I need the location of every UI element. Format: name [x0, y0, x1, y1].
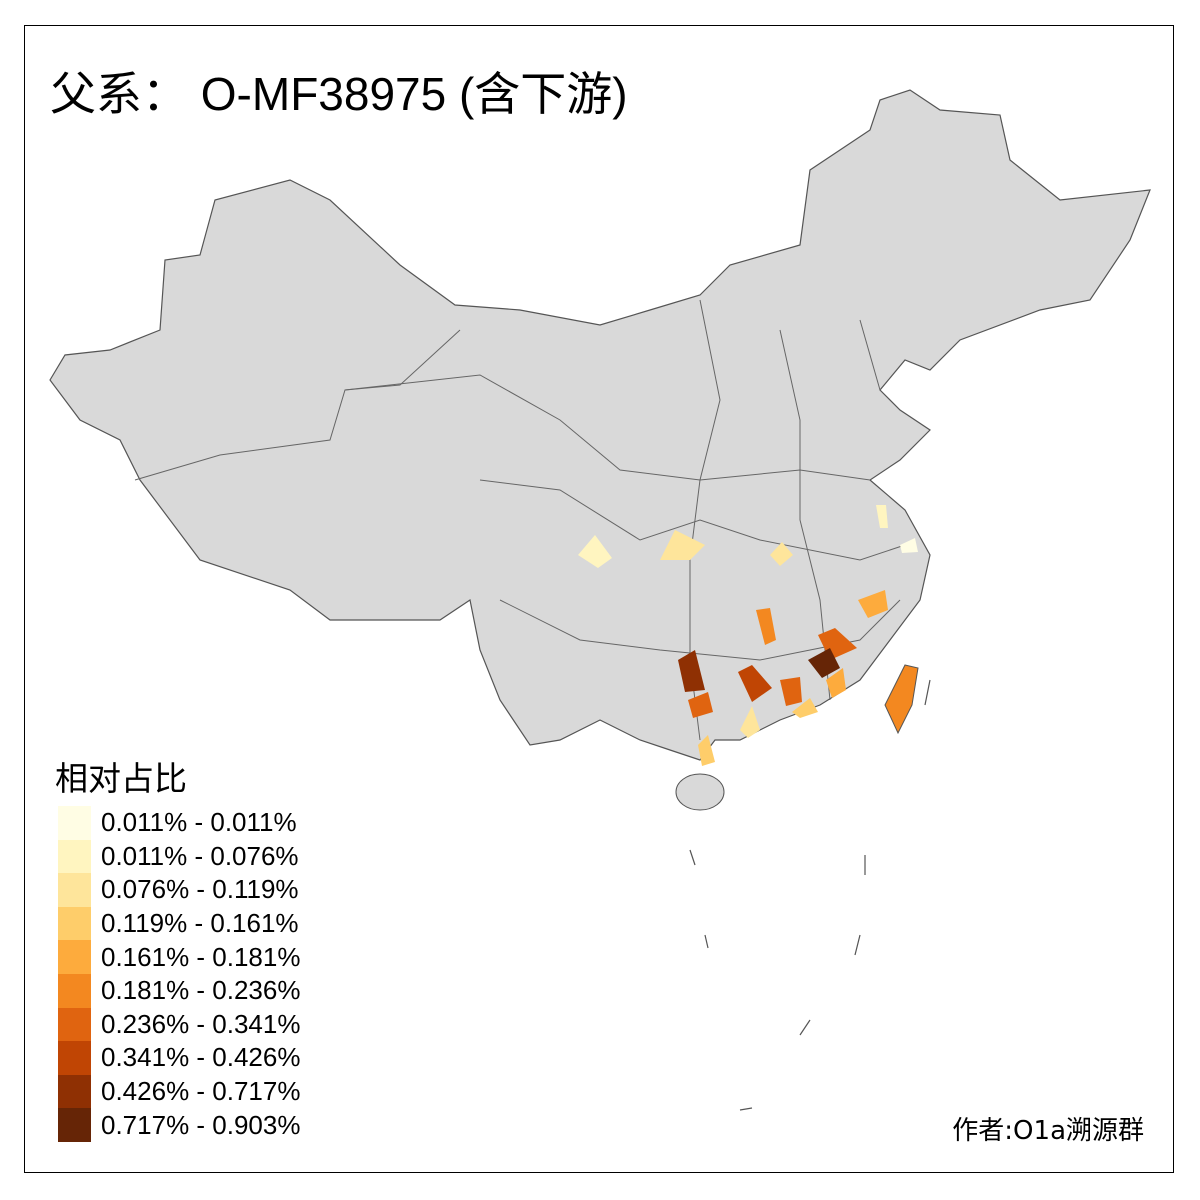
author-credit: 作者:O1a溯源群: [952, 1116, 1144, 1146]
legend-label: 0.011% - 0.076%: [101, 840, 299, 871]
region: [738, 665, 772, 702]
region: [770, 542, 793, 566]
legend-swatch: [58, 906, 91, 941]
legend-label: 0.236% - 0.341%: [101, 1008, 301, 1039]
legend-label: 0.161% - 0.181%: [101, 941, 301, 972]
legend-title: 相对占比: [55, 759, 187, 798]
region: [660, 530, 705, 560]
region: [808, 648, 840, 678]
region: [876, 505, 888, 528]
region: [688, 692, 713, 718]
legend-item: 0.011% - 0.076%: [58, 839, 300, 874]
legend-item: 0.181% - 0.236%: [58, 973, 301, 1008]
south-china-sea-islands: [689, 679, 931, 1111]
legend-item: 0.426% - 0.717%: [58, 1074, 301, 1109]
region: [858, 590, 888, 618]
legend-swatch: [58, 806, 91, 840]
region: [698, 735, 715, 766]
legend-item: 0.341% - 0.426%: [58, 1041, 300, 1075]
region: [740, 706, 760, 738]
legend-item: 0.161% - 0.181%: [58, 940, 300, 974]
legend-label: 0.119% - 0.161%: [101, 908, 299, 939]
legend-swatch: [58, 1041, 91, 1075]
region: [578, 535, 612, 568]
legend-label: 0.181% - 0.236%: [101, 975, 301, 1006]
region: [826, 668, 846, 698]
legend-label: 0.076% - 0.119%: [101, 874, 299, 905]
legend-item: 0.076% - 0.119%: [58, 873, 300, 907]
legend-swatch: [58, 1074, 91, 1109]
legend-item: 0.717% - 0.903%: [58, 1108, 300, 1142]
legend-item: 0.011% - 0.011%: [58, 806, 300, 840]
legend-item: 0.236% - 0.341%: [58, 1007, 301, 1042]
hainan: [675, 773, 725, 811]
legend-label: 0.341% - 0.426%: [101, 1042, 301, 1073]
highlighted-regions: [578, 505, 919, 766]
legend-swatch: [58, 973, 91, 1008]
legend-label: 0.426% - 0.717%: [101, 1076, 301, 1107]
region: [756, 608, 776, 645]
map-title: 父系： O-MF38975 (含下游): [50, 68, 628, 120]
legend-swatch: [58, 1007, 91, 1042]
legend-swatch: [58, 839, 91, 874]
legend: 0.011% - 0.011% 0.011% - 0.076% 0.076% - 0…: [58, 806, 300, 1142]
region: [780, 677, 802, 706]
legend-label: 0.011% - 0.011%: [101, 807, 297, 838]
region: [792, 698, 818, 718]
legend-item: 0.119% - 0.161%: [58, 906, 300, 941]
region: [678, 650, 705, 692]
region: [900, 538, 918, 553]
taiwan: [884, 664, 919, 735]
legend-swatch: [58, 873, 91, 907]
legend-swatch: [58, 1108, 91, 1142]
legend-label: 0.717% - 0.903%: [101, 1109, 301, 1140]
plot-frame: [24, 25, 1174, 1173]
china-mainland: [49, 89, 1151, 761]
legend-swatch: [58, 940, 91, 974]
